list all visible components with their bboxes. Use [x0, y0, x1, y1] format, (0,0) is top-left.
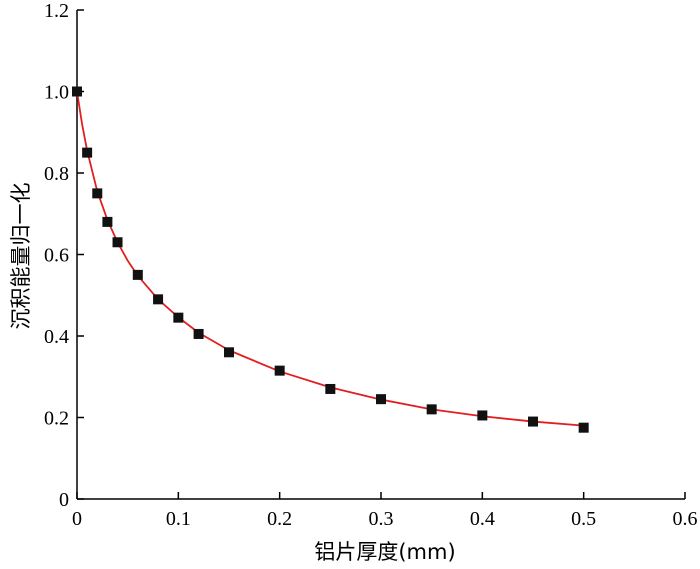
data-point: [224, 347, 234, 358]
y-tick-label: 1.2: [44, 0, 69, 22]
data-point: [153, 294, 164, 305]
y-axis-title: 沉积能量归一化: [9, 183, 33, 330]
x-axis-title: 铝片厚度(mm): [314, 540, 455, 564]
data-point: [102, 216, 113, 227]
x-tick-label: 0.6: [673, 508, 698, 530]
data-point: [82, 147, 93, 158]
plot-area: [77, 10, 685, 499]
data-point: [578, 422, 589, 433]
x-tick-label: 0.4: [470, 508, 495, 530]
data-point: [92, 188, 103, 199]
x-tick-label: 0.5: [571, 508, 596, 530]
data-point: [477, 410, 488, 421]
data-point: [325, 383, 336, 394]
data-point: [426, 404, 437, 415]
axes: [76, 10, 685, 500]
y-tick-label: 1.0: [44, 82, 69, 104]
data-point: [132, 269, 143, 280]
y-tick-label: 0.8: [44, 163, 69, 185]
y-tick-label: 0: [59, 489, 69, 511]
y-tick-label: 0.6: [44, 245, 69, 267]
data-point: [173, 312, 184, 323]
data-point: [528, 416, 538, 427]
x-tick-label: 0.1: [166, 508, 191, 530]
data-point: [72, 86, 82, 97]
ticks: 0 0.1 0.2 0.3 0.4 0.5 0.6 0 0.2 0.4 0.6 0.8 1.0 1.2: [44, 0, 698, 530]
data-points-layer: [72, 86, 589, 433]
x-tick-label: 0.2: [267, 508, 292, 530]
data-point: [376, 394, 386, 405]
fit-curve-layer: [76, 91, 584, 427]
y-tick-label: 0.2: [44, 408, 69, 430]
data-point: [112, 237, 123, 248]
data-point: [274, 365, 285, 376]
data-point: [193, 328, 204, 339]
x-tick-label: 0.3: [369, 508, 394, 530]
x-tick-label: 0: [72, 508, 82, 530]
y-tick-label: 0.4: [44, 326, 69, 348]
fit-curve: [76, 91, 584, 427]
